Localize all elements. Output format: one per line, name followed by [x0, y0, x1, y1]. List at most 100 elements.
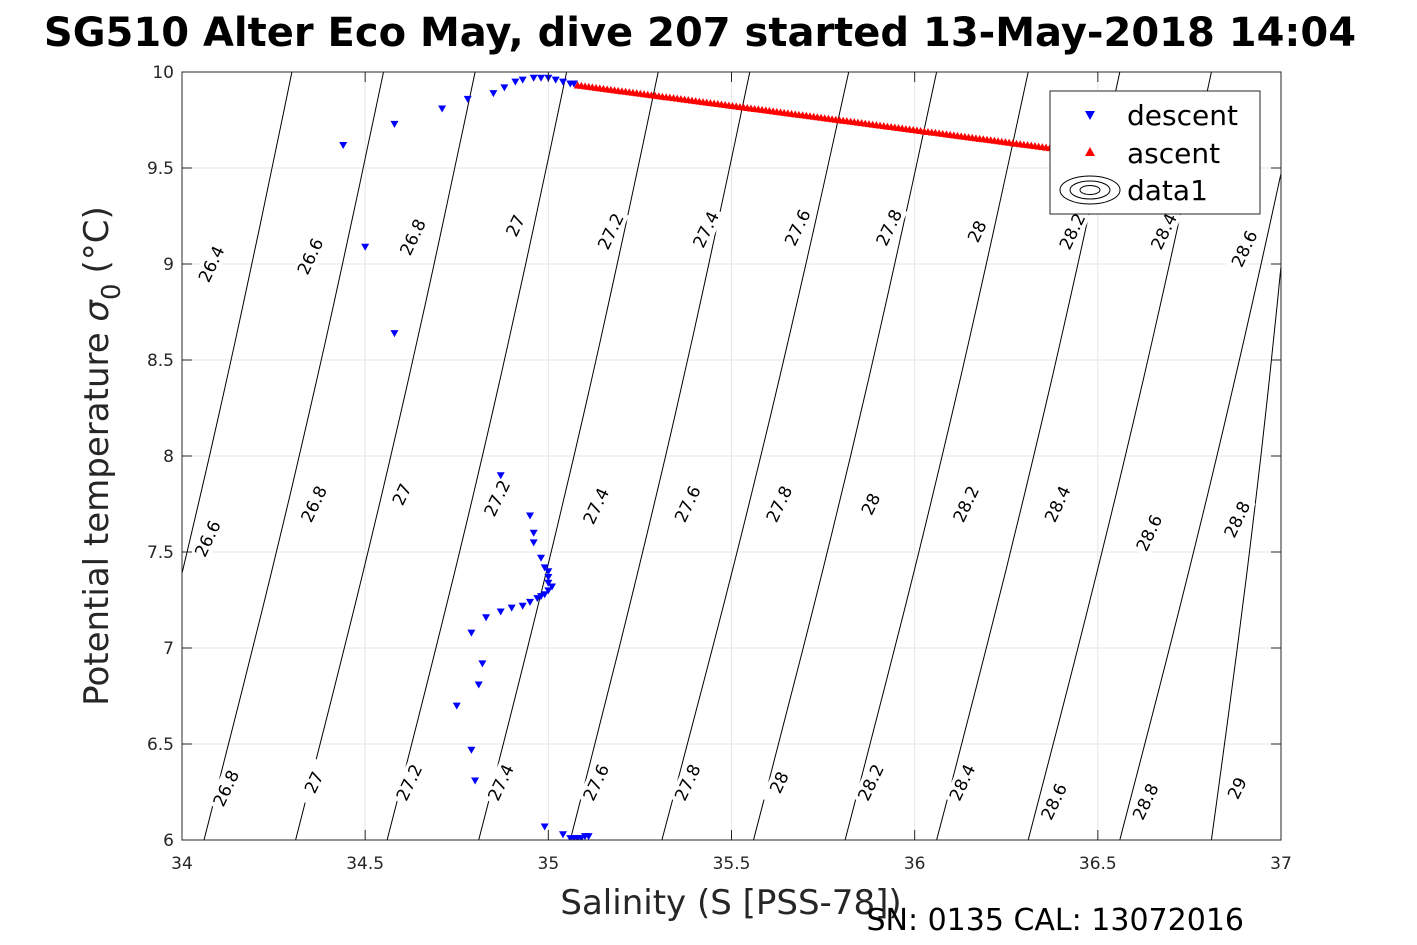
y-axis-ticks: 6 6.5 7 7.5 8 8.5 9 9.5 10: [147, 63, 1281, 851]
contour-label-bg: [852, 479, 890, 529]
legend-ascent-label: ascent: [1127, 137, 1220, 170]
contour-label-bg: [870, 203, 908, 252]
descent-point: [467, 629, 476, 637]
legend-ascent-marker: [1085, 147, 1095, 156]
y-tick-label: 9: [163, 255, 174, 275]
contour-label-bg: [577, 481, 615, 531]
contour-label-bg: [778, 203, 816, 252]
y-axis-label-symbol: σ: [77, 299, 117, 322]
descent-point: [547, 583, 556, 591]
x-tick-label: 37: [1270, 854, 1292, 874]
contour-label-bg: [478, 474, 516, 523]
isopycnal-line: [478, 72, 659, 840]
x-tick-label: 34.5: [346, 854, 384, 874]
descent-point: [544, 579, 553, 587]
y-axis-label-unit: (°C): [77, 206, 117, 273]
y-tick-label: 8.5: [147, 351, 174, 371]
x-tick-label: 36: [904, 854, 926, 874]
descent-point: [558, 78, 567, 86]
isopycnal-line: [295, 72, 476, 840]
contour-label-bg: [852, 758, 890, 807]
isopycnal-line: [203, 72, 384, 840]
x-tick-label: 34: [171, 854, 193, 874]
descent-point: [526, 598, 535, 606]
contour-label-bg: [496, 201, 534, 250]
contour-label-bg: [383, 470, 421, 519]
serial-calibration-footer: SN: 0135 CAL: 13072016: [866, 903, 1244, 938]
contour-label-bg: [687, 205, 725, 254]
contour-label-bg: [1130, 508, 1168, 557]
isopycnal-line: [1210, 260, 1281, 840]
descent-point: [537, 554, 546, 562]
contour-label-bg: [1126, 777, 1164, 826]
x-axis-label: Salinity (S [PSS-78]): [560, 883, 901, 923]
y-tick-label: 9.5: [147, 159, 174, 179]
descent-series: [339, 74, 593, 840]
contour-label-bg: [669, 758, 707, 807]
descent-point: [544, 568, 553, 576]
descent-point: [529, 539, 538, 547]
descent-point: [390, 330, 399, 338]
isopycnal-line: [661, 72, 850, 840]
contour-label-bg: [592, 207, 630, 256]
contour-label-bg: [1218, 495, 1256, 544]
contour-label-bg: [669, 479, 707, 529]
descent-point: [533, 595, 542, 603]
contour-label-bg: [943, 758, 981, 807]
y-tick-label: 7: [163, 639, 174, 659]
contour-label-bg: [291, 232, 329, 281]
descent-point: [478, 660, 487, 668]
contour-label-bg: [1035, 777, 1073, 826]
descent-point: [482, 614, 491, 622]
descent-point: [471, 777, 480, 785]
descent-point: [526, 512, 535, 520]
contour-label-bg: [295, 758, 333, 807]
descent-point: [496, 472, 505, 480]
descent-point: [511, 78, 520, 86]
contour-label-bg: [295, 479, 333, 529]
y-tick-label: 6: [163, 831, 174, 851]
descent-point: [361, 243, 370, 251]
contour-label-bg: [1145, 207, 1183, 256]
contour-label-bg: [1218, 763, 1256, 813]
descent-point: [390, 120, 399, 128]
legend: descent ascent data1: [1049, 90, 1261, 215]
x-tick-label: 36.5: [1079, 854, 1117, 874]
contour-label-bg: [1225, 224, 1263, 273]
x-axis-ticks: 34 34.5 35 35.5 36 36.5 37: [171, 72, 1292, 874]
descent-point: [438, 105, 447, 113]
contour-label-bg: [577, 758, 615, 807]
x-tick-label: 35: [538, 854, 560, 874]
isopycnal-line: [182, 72, 293, 576]
contour-label-bg: [207, 763, 245, 813]
contour-label-bg: [958, 207, 996, 256]
descent-point: [489, 90, 498, 98]
legend-contour-marker: [1059, 175, 1121, 205]
descent-point: [551, 76, 560, 84]
isopycnal-line: [753, 72, 938, 840]
isopycnal-line: [386, 72, 568, 840]
descent-point: [529, 74, 538, 82]
descent-point: [540, 564, 549, 572]
y-axis-label-subscript: 0: [97, 283, 127, 300]
descent-point: [452, 702, 461, 710]
y-tick-label: 8: [163, 447, 174, 467]
descent-point: [474, 681, 483, 689]
y-tick-label: 10: [152, 63, 174, 83]
contour-label-bg: [947, 479, 985, 529]
descent-point: [467, 746, 476, 754]
descent-point: [569, 80, 578, 88]
descent-point: [537, 74, 546, 82]
descent-point: [558, 831, 567, 839]
descent-point: [544, 573, 553, 581]
y-tick-label: 6.5: [147, 735, 174, 755]
legend-descent-marker: [1085, 111, 1095, 120]
y-axis-label: Potential temperature σ0 (°C): [77, 206, 127, 706]
descent-point: [540, 591, 549, 599]
isopycnal-line: [569, 72, 751, 840]
y-axis-label-text: Potential temperature: [77, 332, 117, 705]
legend-descent-label: descent: [1127, 99, 1238, 132]
descent-point: [496, 608, 505, 616]
descent-point: [584, 833, 593, 840]
